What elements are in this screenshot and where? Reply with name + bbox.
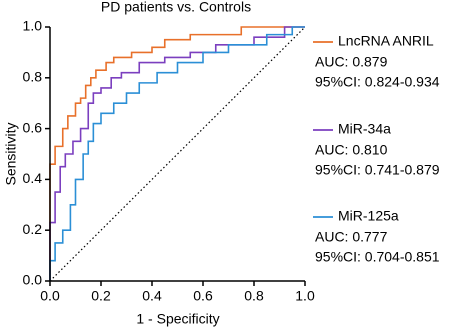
legend-label: LncRNA ANRIL xyxy=(338,33,434,49)
legend-label: MiR-34a xyxy=(338,121,391,137)
x-tick-label: 0.0 xyxy=(40,288,60,304)
x-tick-label: 0.2 xyxy=(91,288,111,304)
legend-auc: AUC: 0.777 xyxy=(315,229,388,245)
legend-ci: 95%CI: 0.704-0.851 xyxy=(315,249,440,265)
legend-ci: 95%CI: 0.824-0.934 xyxy=(315,74,440,90)
y-axis-label: Sensitivity xyxy=(3,122,19,185)
legend-auc: AUC: 0.810 xyxy=(315,142,388,158)
y-tick-label: 1.0 xyxy=(23,18,43,34)
x-tick-label: 0.6 xyxy=(193,288,213,304)
x-tick-label: 0.4 xyxy=(142,288,162,304)
x-tick-label: 1.0 xyxy=(295,288,315,304)
roc-curve xyxy=(49,26,305,281)
legend-ci: 95%CI: 0.741-0.879 xyxy=(315,162,440,178)
x-axis-label: 1 - Specificity xyxy=(136,311,219,327)
roc-curve xyxy=(49,26,305,281)
roc-curve xyxy=(49,26,305,281)
chart-title: PD patients vs. Controls xyxy=(101,0,251,15)
y-tick-label: 0.4 xyxy=(23,170,43,186)
y-tick-label: 0.6 xyxy=(23,119,43,135)
legend-auc: AUC: 0.879 xyxy=(315,54,388,70)
y-tick-label: 0.0 xyxy=(23,272,43,288)
legend-label: MiR-125a xyxy=(338,208,399,224)
x-tick-label: 0.8 xyxy=(244,288,264,304)
y-tick-label: 0.8 xyxy=(23,69,43,85)
y-tick-label: 0.2 xyxy=(23,221,43,237)
